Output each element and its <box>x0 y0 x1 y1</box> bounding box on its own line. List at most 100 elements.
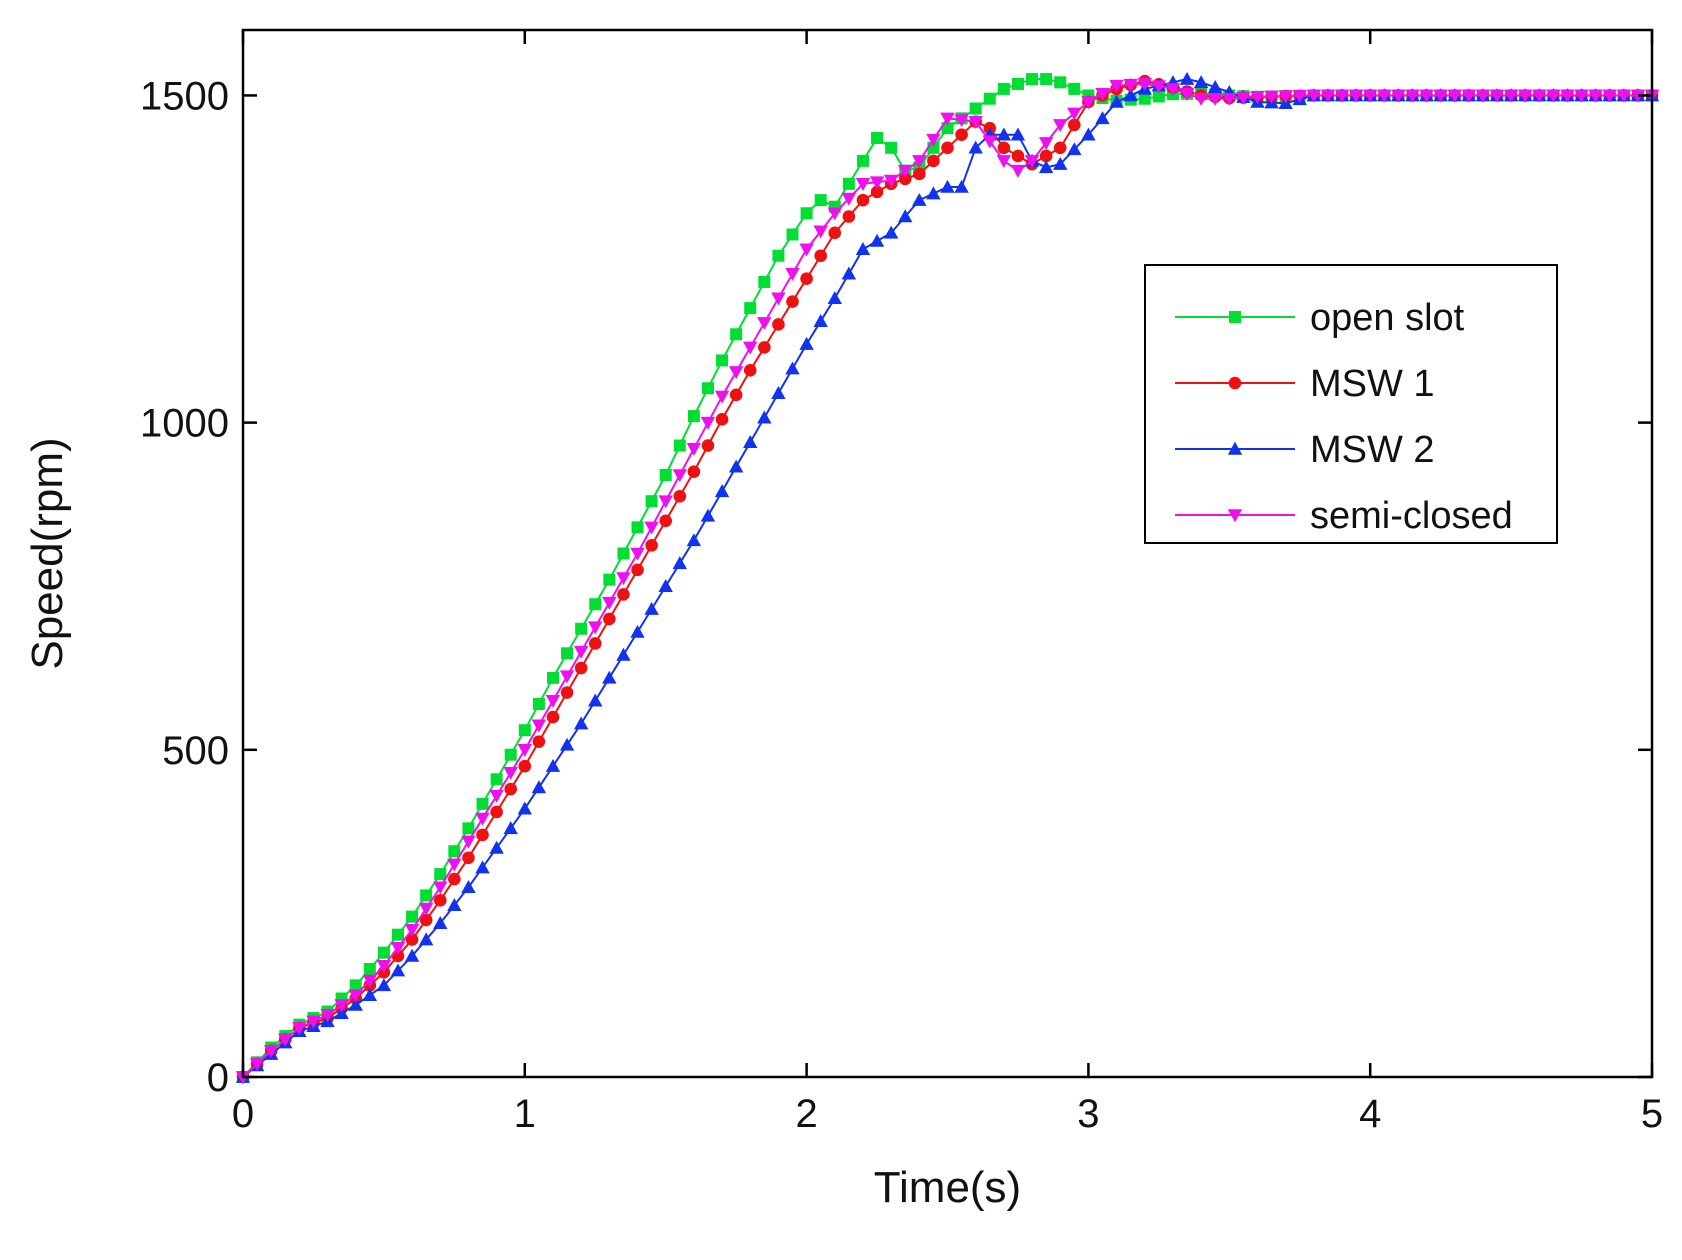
data-point-msw-2 <box>926 186 941 200</box>
data-point-msw-1 <box>941 141 954 155</box>
data-point-msw-2 <box>1053 156 1068 170</box>
data-point-semi-closed <box>1236 91 1251 105</box>
data-point-semi-closed <box>461 835 476 849</box>
data-point-semi-closed <box>1377 89 1392 103</box>
data-point-open-slot <box>504 748 517 761</box>
data-point-msw-2 <box>418 932 434 946</box>
data-point-msw-2 <box>461 880 476 893</box>
data-point-msw-2 <box>743 435 758 449</box>
data-point-open-slot <box>631 521 644 534</box>
data-point-open-slot <box>1138 92 1151 105</box>
data-point-msw-2 <box>1095 111 1110 125</box>
data-point-msw-2 <box>376 978 392 992</box>
data-point-msw-1 <box>645 539 658 552</box>
legend-label-semi-closed: semi-closed <box>1310 495 1513 537</box>
data-point-semi-closed <box>1588 89 1603 103</box>
legend-marker-msw-2 <box>1227 441 1243 455</box>
data-point-msw-2 <box>1123 88 1138 102</box>
data-point-open-slot <box>856 154 869 167</box>
data-point-open-slot <box>645 495 658 508</box>
data-point-msw-1 <box>532 735 546 748</box>
legend-label-msw-1: MSW 1 <box>1310 363 1435 405</box>
x-tick-label: 5 <box>1641 1092 1663 1136</box>
data-point-semi-closed <box>1264 90 1279 104</box>
data-point-semi-closed <box>813 225 828 239</box>
data-point-open-slot <box>434 868 447 881</box>
data-point-semi-closed <box>1193 92 1209 106</box>
data-point-msw-2 <box>757 410 772 424</box>
data-point-semi-closed <box>1517 89 1533 103</box>
y-tick-label: 1000 <box>140 402 229 446</box>
data-point-msw-2 <box>559 737 575 751</box>
data-point-msw-1 <box>955 128 968 141</box>
data-point-msw-1 <box>701 439 715 452</box>
data-point-semi-closed <box>1137 77 1152 91</box>
data-point-semi-closed <box>926 133 941 147</box>
data-point-open-slot <box>673 439 686 452</box>
data-point-semi-closed <box>278 1033 293 1047</box>
data-point-semi-closed <box>1123 78 1138 92</box>
data-point-semi-closed <box>672 469 687 483</box>
data-point-open-slot <box>603 573 616 586</box>
data-point-semi-closed <box>263 1045 279 1059</box>
data-point-semi-closed <box>404 924 420 937</box>
data-point-semi-closed <box>883 174 899 188</box>
data-point-msw-2 <box>869 233 885 247</box>
y-tick-label: 0 <box>207 1056 229 1100</box>
data-point-open-slot <box>997 82 1010 95</box>
data-point-open-slot <box>377 946 390 959</box>
data-point-msw-2 <box>348 997 363 1011</box>
data-point-semi-closed <box>503 766 518 780</box>
data-point-semi-closed <box>1391 89 1406 103</box>
series-msw-1 <box>236 74 1659 1084</box>
data-point-semi-closed <box>1165 83 1181 97</box>
data-point-open-slot <box>532 698 545 711</box>
data-point-semi-closed <box>531 719 547 733</box>
data-point-msw-2 <box>489 840 504 854</box>
data-point-msw-2 <box>1208 80 1223 94</box>
data-point-semi-closed <box>1024 155 1040 169</box>
data-point-semi-closed <box>771 292 786 306</box>
data-point-open-slot <box>363 963 376 976</box>
data-point-msw-2 <box>968 140 983 154</box>
data-point-semi-closed <box>1010 164 1026 178</box>
data-point-open-slot <box>1068 82 1081 95</box>
data-point-semi-closed <box>433 881 448 895</box>
legend-marker-semi-closed <box>1227 509 1243 523</box>
axis-layer: 0 1 2 3 4 5 0 500 1000 1500 <box>140 30 1663 1136</box>
x-tick-label: 3 <box>1077 1092 1099 1136</box>
data-point-semi-closed <box>573 645 589 659</box>
data-point-open-slot <box>561 647 574 660</box>
data-point-open-slot <box>420 889 433 902</box>
data-point-open-slot <box>983 92 996 105</box>
data-point-msw-2 <box>1010 127 1026 141</box>
data-point-semi-closed <box>390 942 406 955</box>
data-point-semi-closed <box>1546 89 1561 103</box>
data-point-msw-1 <box>828 226 842 240</box>
data-point-semi-closed <box>616 572 631 586</box>
data-point-open-slot <box>575 622 588 635</box>
data-point-open-slot <box>448 845 461 858</box>
data-point-msw-2 <box>630 624 645 638</box>
data-point-open-slot <box>772 249 785 262</box>
series-layer <box>235 71 1660 1085</box>
data-point-open-slot <box>842 177 855 190</box>
data-point-semi-closed <box>630 547 645 561</box>
data-point-open-slot <box>1040 73 1053 86</box>
data-point-msw-1 <box>870 185 884 199</box>
data-point-semi-closed <box>757 317 772 331</box>
data-point-msw-2 <box>996 127 1012 141</box>
data-point-open-slot <box>786 228 799 241</box>
data-point-open-slot <box>659 468 672 481</box>
data-point-msw-1 <box>814 249 827 263</box>
data-point-semi-closed <box>1222 92 1237 106</box>
data-point-msw-1 <box>659 514 672 528</box>
data-point-semi-closed <box>1067 107 1082 121</box>
data-point-msw-2 <box>898 209 913 223</box>
data-point-semi-closed <box>1363 89 1378 103</box>
data-point-semi-closed <box>376 959 392 973</box>
data-point-semi-closed <box>306 1015 321 1029</box>
y-axis-label: Speed(rpm) <box>23 437 72 669</box>
data-point-msw-1 <box>687 465 701 479</box>
data-point-msw-1 <box>758 341 771 354</box>
